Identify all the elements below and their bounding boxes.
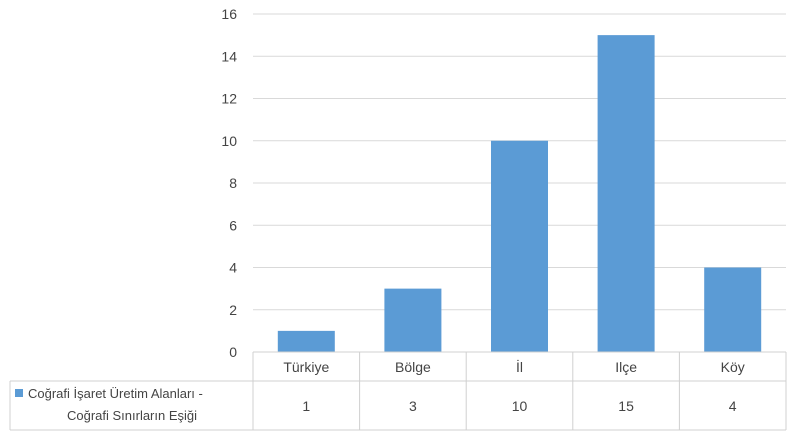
y-tick-label: 8 (229, 175, 237, 191)
y-tick-label: 16 (221, 6, 237, 22)
y-tick-label: 14 (221, 48, 237, 64)
x-tick-label: İl (516, 358, 523, 375)
legend-label-line-2: Coğrafi Sınırların Eşiği (67, 408, 197, 423)
data-label: 15 (618, 398, 634, 414)
x-tick-label: Bölge (395, 359, 431, 375)
data-label: 10 (512, 398, 528, 414)
bar-4 (597, 35, 655, 352)
data-table: Türkiye 1 Bölge 3 İl 10 Ilçe 15 Köy 4 Coğrafi İşar… (9, 351, 787, 431)
y-tick-label: 6 (229, 217, 237, 233)
bar-1 (277, 330, 335, 352)
y-tick-label: 4 (229, 260, 237, 276)
data-label: 4 (729, 398, 737, 414)
x-tick-label: Köy (721, 359, 745, 375)
y-tick-label: 12 (221, 91, 237, 107)
legend-swatch (15, 389, 23, 397)
y-tick-label: 2 (229, 302, 237, 318)
data-label: 1 (302, 398, 310, 414)
bar-3 (491, 140, 548, 352)
y-tick-label: 10 (221, 133, 237, 149)
data-label: 3 (409, 398, 417, 414)
bar-2 (384, 288, 442, 352)
x-tick-label: Türkiye (283, 359, 329, 375)
bar-5 (704, 267, 762, 352)
x-tick-label: Ilçe (615, 359, 637, 375)
legend-label-line-1: Coğrafi İşaret Üretim Alanları - (28, 386, 203, 401)
y-axis-tick-labels: 0 2 4 6 8 10 12 14 16 (221, 6, 237, 360)
y-tick-label: 0 (229, 344, 237, 360)
bars (277, 35, 762, 352)
